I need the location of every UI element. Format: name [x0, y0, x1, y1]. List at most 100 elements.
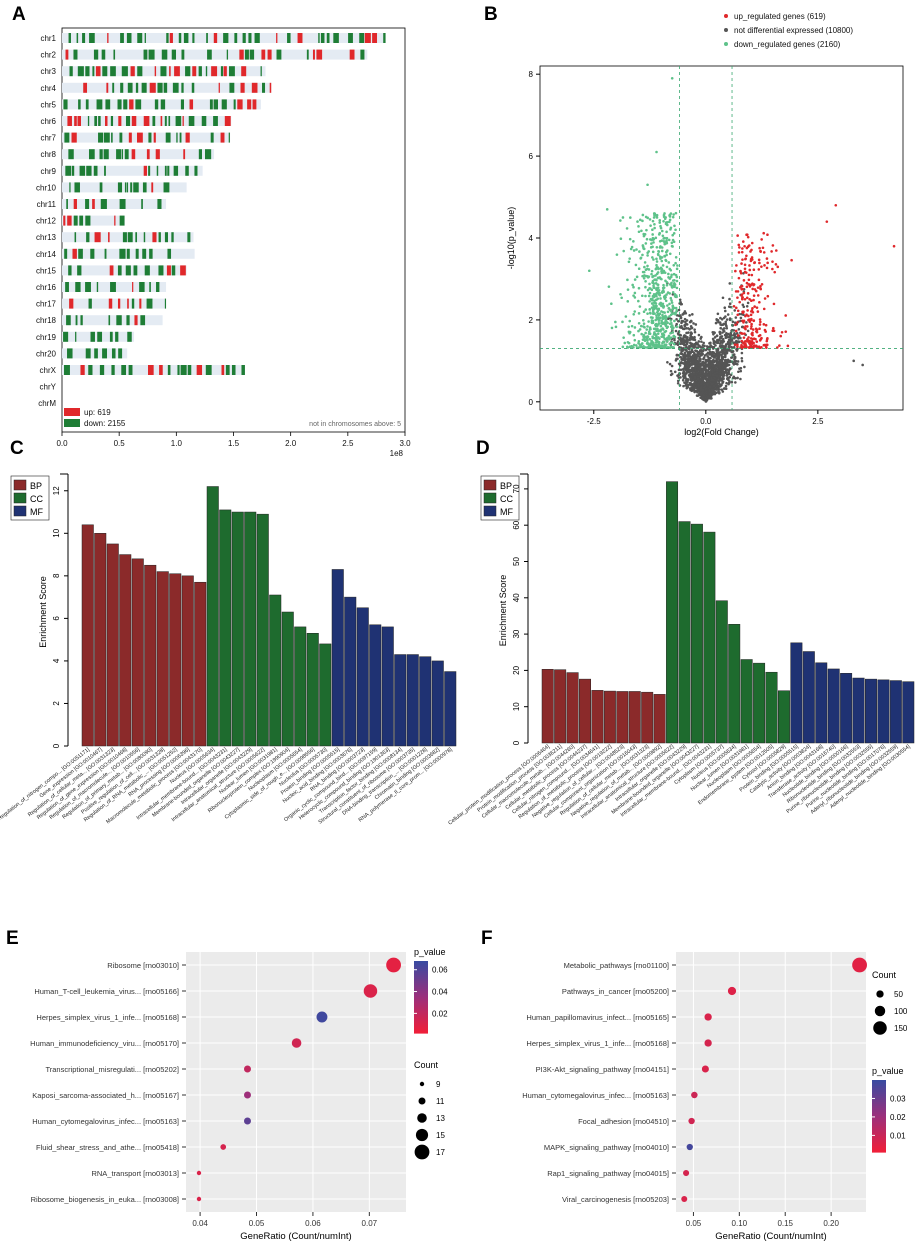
- point-down: [656, 327, 659, 331]
- point-not-differential: [691, 387, 695, 390]
- gene-mark: [218, 82, 220, 93]
- point-outlier: [646, 183, 649, 187]
- x-tick-label: -2.5: [587, 417, 601, 426]
- point-not-differential: [729, 339, 732, 342]
- point-down: [671, 215, 675, 219]
- color-legend-gradient: [414, 963, 428, 966]
- gene-mark: [210, 132, 214, 143]
- gene-mark: [107, 33, 109, 43]
- gene-mark: [68, 33, 71, 43]
- point-not-differential: [695, 385, 698, 389]
- panel-letter: C: [10, 438, 24, 459]
- gene-mark: [194, 165, 198, 176]
- point-not-differential: [697, 333, 701, 337]
- point-down: [614, 325, 618, 329]
- gene-mark: [90, 248, 95, 259]
- gene-mark: [116, 315, 122, 326]
- point-down: [668, 322, 672, 326]
- point-down: [645, 338, 648, 341]
- y-tick-label: 40: [512, 593, 521, 602]
- point-down: [642, 336, 646, 339]
- point-up: [742, 310, 745, 314]
- point-not-differential: [712, 376, 716, 380]
- point-down: [633, 310, 637, 313]
- gene-mark: [223, 66, 227, 77]
- point-down: [671, 307, 675, 311]
- point-down: [669, 296, 673, 300]
- point-not-differential: [688, 314, 691, 317]
- point-not-differential: [675, 322, 678, 326]
- point-not-differential: [674, 329, 678, 333]
- bubble: [243, 1065, 251, 1073]
- y-tick-label: 20: [512, 665, 521, 674]
- gene-mark: [144, 265, 150, 276]
- bar: [344, 596, 357, 747]
- gene-mark: [116, 149, 122, 160]
- chromosome-label: chrX: [40, 366, 57, 375]
- bubble: [683, 1169, 690, 1177]
- point-not-differential: [737, 370, 740, 374]
- point-up: [734, 290, 738, 293]
- point-up: [744, 314, 747, 318]
- point-up: [749, 337, 753, 340]
- color-legend-gradient: [414, 975, 428, 978]
- gene-mark: [110, 116, 114, 126]
- y-tick-label: 4: [529, 234, 534, 243]
- point-up: [764, 344, 768, 348]
- gene-mark: [72, 248, 77, 259]
- point-down: [628, 319, 632, 323]
- point-down: [671, 331, 675, 334]
- bar: [281, 611, 294, 747]
- point-down: [648, 300, 651, 303]
- point-up: [744, 340, 748, 343]
- point-not-differential: [714, 321, 718, 325]
- point-not-differential: [670, 364, 674, 368]
- point-not-differential: [715, 368, 719, 372]
- point-not-differential: [689, 325, 693, 328]
- gene-mark: [141, 199, 143, 209]
- point-down: [644, 331, 647, 335]
- point-up: [740, 339, 744, 343]
- color-legend-gradient: [872, 1146, 886, 1149]
- point-not-differential: [685, 380, 689, 384]
- point-not-differential: [727, 359, 731, 363]
- point-down: [668, 267, 672, 271]
- point-not-differential: [718, 374, 722, 378]
- point-up: [758, 261, 761, 265]
- gene-mark: [154, 66, 157, 77]
- point-not-differential: [718, 330, 722, 334]
- gene-mark: [126, 248, 130, 259]
- gene-mark: [143, 232, 146, 243]
- point-up: [748, 297, 751, 301]
- point-not-differential: [740, 357, 744, 360]
- point-not-differential: [733, 336, 736, 340]
- bar: [319, 643, 332, 747]
- gene-mark: [104, 248, 107, 259]
- y-tick-label: 10: [52, 528, 61, 537]
- point-not-differential: [745, 304, 749, 308]
- gene-mark: [165, 132, 171, 143]
- point-down: [658, 231, 662, 235]
- point-up: [765, 339, 769, 343]
- point-not-differential: [708, 364, 712, 367]
- point-down: [671, 279, 675, 282]
- point-down: [632, 249, 636, 252]
- point-not-differential: [688, 337, 692, 340]
- chromosome-label: chr4: [40, 84, 56, 93]
- bubble: [701, 1065, 709, 1073]
- gene-mark: [171, 265, 176, 276]
- color-legend-gradient: [414, 1015, 428, 1018]
- point-down: [627, 325, 630, 329]
- color-legend-gradient: [872, 1138, 886, 1141]
- gene-mark: [156, 165, 159, 176]
- point-up: [749, 259, 753, 263]
- point-up: [771, 267, 774, 271]
- color-legend-gradient: [872, 1086, 886, 1089]
- point-down: [644, 294, 647, 298]
- point-down: [644, 215, 648, 219]
- point-not-differential: [731, 376, 735, 380]
- point-down: [653, 222, 656, 226]
- point-down: [642, 318, 645, 322]
- gene-mark: [135, 82, 139, 93]
- bar: [431, 660, 444, 747]
